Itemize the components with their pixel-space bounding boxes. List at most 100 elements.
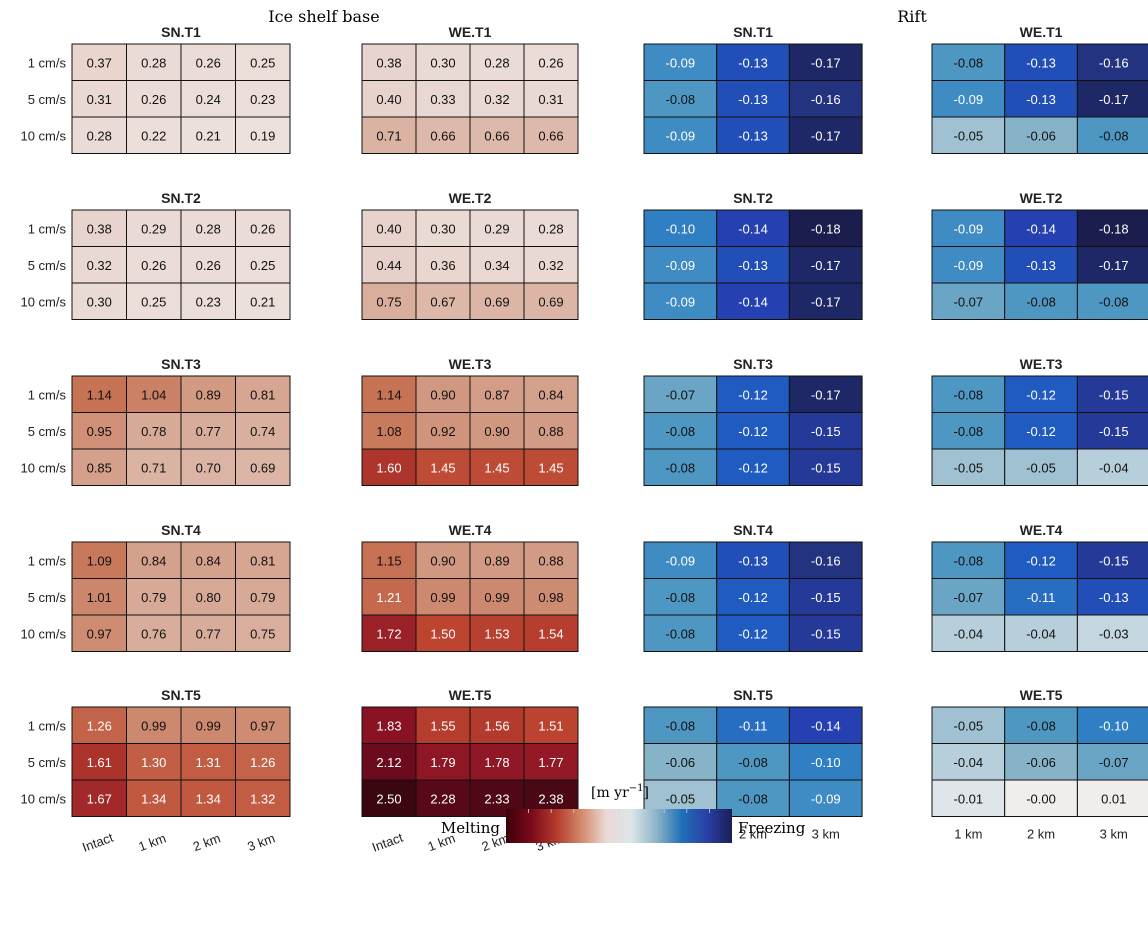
cell-value-label: 0.30 [430,221,455,236]
cell-value-label: 0.69 [250,460,275,475]
heatmap-cell [716,246,790,284]
cell-value-label: 1.30 [141,755,166,770]
cell-value-label: -0.11 [739,718,768,733]
cell-value-label: 0.31 [538,92,563,107]
heatmap-cell [643,412,718,450]
heatmap-cell [469,80,525,118]
cell-value-label: -0.17 [811,258,841,273]
heatmap-cell [1004,448,1078,486]
cell-value-label: 0.76 [141,626,166,641]
x-tick-label: 2 km [739,827,767,842]
heatmap-cell [469,375,525,413]
cell-value-label: 1.79 [430,755,455,770]
heatmap-cell [643,614,718,652]
cell-value-label: -0.13 [738,553,768,568]
cell-value-label: 0.25 [250,258,275,273]
row-label: 10 cm/s [20,791,66,806]
cell-value-label: -0.14 [738,294,768,309]
cell-value-label: 0.95 [87,424,112,439]
heatmap-cell [788,412,863,450]
heatmap-cell [523,80,579,118]
cell-value-label: -0.12 [1026,553,1056,568]
row-label: 10 cm/s [20,294,66,309]
panel-title: WE.T1 [449,24,492,40]
cell-value-label: -0.14 [738,221,768,236]
cell-value-label: -0.00 [1026,791,1056,806]
heatmap-cell [716,614,790,652]
cell-value-label: 0.87 [484,387,509,402]
cell-value-label: -0.08 [666,460,696,475]
heatmap-cell [523,412,579,450]
heatmap-cell [523,246,579,284]
heatmap-cell [788,209,863,247]
cell-value-label: 1.14 [376,387,401,402]
heatmap-cell [235,578,291,616]
panel-title: WE.T2 [1020,190,1063,206]
cell-value-label: 0.99 [484,590,509,605]
heatmap-cell [361,412,417,450]
heatmap-cell [1076,614,1148,652]
panel-title: SN.T4 [161,522,201,538]
cell-value-label: -0.08 [666,590,696,605]
panel-title: SN.T2 [161,190,201,206]
cell-value-label: 1.55 [430,718,455,733]
cell-value-label: 0.71 [141,460,166,475]
cell-value-label: 2.38 [538,791,563,806]
heatmap-cell [469,614,525,652]
cell-value-label: 1.08 [376,424,401,439]
row-label: 5 cm/s [28,590,67,605]
heatmap-cell [1004,614,1078,652]
cell-value-label: 0.40 [376,92,401,107]
cell-value-label: 0.38 [376,55,401,70]
heatmap-cell [716,541,790,579]
cell-value-label: 0.78 [141,424,166,439]
cell-value-label: 1.51 [538,718,563,733]
cell-value-label: 1.50 [430,626,455,641]
heatmap-cell [931,116,1006,154]
cell-value-label: 0.79 [250,590,275,605]
heatmap-cell [361,375,417,413]
heatmap-cell [71,43,127,81]
heatmap-cell [180,743,236,781]
cell-value-label: -0.17 [811,128,841,143]
heatmap-cell [1004,282,1078,320]
cell-value-label: -0.13 [738,128,768,143]
heatmap-cell [180,779,236,817]
panel-title: SN.T5 [733,687,773,703]
cell-value-label: 1.32 [250,791,275,806]
cell-value-label: 0.99 [196,718,221,733]
heatmap-cell [643,282,718,320]
heatmap-cell [415,80,471,118]
cell-value-label: -0.14 [811,718,841,733]
heatmap-cell [1004,116,1078,154]
cell-value-label: 0.29 [484,221,509,236]
heatmap-cell [469,246,525,284]
cell-value-label: -0.15 [1099,387,1129,402]
cell-value-label: 0.97 [87,626,112,641]
cell-value-label: 1.60 [376,460,401,475]
cell-value-label: -0.13 [1099,590,1129,605]
heatmap-cell [643,116,718,154]
cell-value-label: 0.28 [196,221,221,236]
cell-value-label: 0.89 [484,553,509,568]
cell-value-label: 0.26 [196,55,221,70]
cell-value-label: 1.54 [538,626,563,641]
cell-value-label: -0.04 [954,626,984,641]
heatmap-cell [931,246,1006,284]
cell-value-label: 0.97 [250,718,275,733]
cell-value-label: -0.06 [1026,755,1056,770]
cell-value-label: -0.09 [954,258,984,273]
heatmap-cell [361,282,417,320]
cell-value-label: 2.28 [430,791,455,806]
cell-value-label: 0.26 [538,55,563,70]
cell-value-label: -0.05 [954,460,984,475]
panel-title: WE.T2 [449,190,492,206]
cell-value-label: 0.21 [196,128,221,143]
heatmap-cell [788,246,863,284]
cell-value-label: 0.89 [196,387,221,402]
heatmap-cell [235,614,291,652]
cell-value-label: -0.09 [954,92,984,107]
cell-value-label: 0.26 [141,92,166,107]
heatmap-cell [415,706,471,744]
